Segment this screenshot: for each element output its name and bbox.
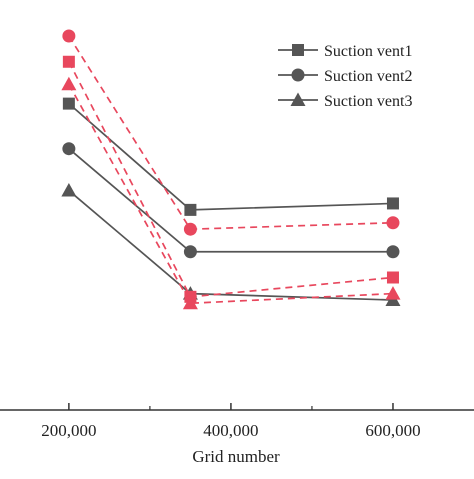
data-point-square (386, 197, 399, 210)
data-point-triangle (385, 286, 401, 300)
data-point-circle (183, 222, 197, 236)
x-tick-label: 600,000 (365, 421, 420, 440)
data-point-square (184, 203, 197, 216)
x-axis: 200,000 400,000 600,000 (41, 403, 421, 440)
series-line (68, 189, 394, 301)
legend-item: Suction vent2 (278, 68, 412, 85)
data-point-circle (386, 216, 400, 230)
legend-item: Suction vent1 (278, 43, 412, 60)
data-point-circle (386, 245, 400, 259)
x-tick-label: 400,000 (203, 421, 258, 440)
series-6 (61, 76, 401, 310)
series-4 (62, 29, 400, 236)
data-point-circle (62, 29, 76, 43)
x-axis-label: Grid number (192, 447, 280, 466)
legend-label: Suction vent2 (324, 68, 412, 85)
data-point-triangle (61, 76, 77, 91)
series-group (61, 29, 401, 310)
series-2 (62, 142, 400, 259)
series-3 (61, 183, 401, 307)
legend-label: Suction vent1 (324, 43, 412, 60)
data-point-triangle (182, 295, 198, 310)
data-point-square (386, 271, 399, 284)
series-line (68, 35, 394, 231)
legend-label: Suction vent3 (324, 93, 412, 110)
series-1 (62, 97, 399, 216)
series-line (68, 148, 393, 253)
data-point-circle (62, 142, 76, 156)
legend-marker-circle (291, 68, 305, 82)
legend-marker-square (292, 44, 304, 56)
legend-item: Suction vent3 (278, 92, 412, 110)
x-tick-label: 200,000 (41, 421, 96, 440)
legend-marker-triangle (290, 92, 306, 106)
series-line (68, 83, 394, 305)
data-point-square (62, 97, 75, 110)
series-line (68, 102, 394, 211)
data-point-square (62, 55, 75, 68)
data-point-circle (183, 245, 197, 259)
legend: Suction vent1 Suction vent2 Suction vent3 (278, 43, 412, 110)
data-point-triangle (61, 183, 77, 197)
